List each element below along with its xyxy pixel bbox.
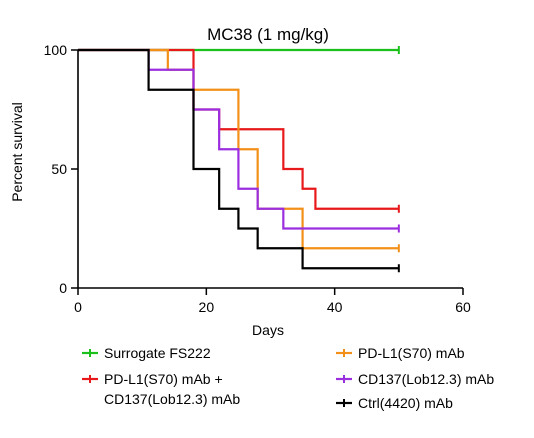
x-tick-label: 40 (327, 299, 343, 315)
axes-layer (77, 50, 463, 289)
legend: Surrogate FS222 PD-L1(S70) mAb PD-L1(S70) … (82, 345, 494, 411)
legend-label: CD137(Lob12.3) mAb (358, 371, 494, 387)
curves-layer (78, 46, 400, 273)
survival-curve-4 (78, 48, 399, 230)
x-axis-label: Days (252, 322, 284, 338)
x-tick-label: 60 (455, 299, 471, 315)
legend-label: PD-L1(S70) mAb + CD137(Lob12.3) mAb (104, 371, 240, 407)
y-tick-label: 100 (44, 42, 68, 58)
x-tick-label: 0 (74, 299, 82, 315)
legend-item: PD-L1(S70) mAb (336, 345, 465, 361)
legend-label: Surrogate FS222 (104, 345, 211, 361)
x-tick-label: 20 (199, 299, 215, 315)
survival-curve-5 (78, 48, 399, 270)
legend-label: Ctrl(4420) mAb (358, 395, 453, 411)
legend-item: Ctrl(4420) mAb (336, 395, 453, 411)
legend-item: PD-L1(S70) mAb + CD137(Lob12.3) mAb (82, 371, 240, 407)
y-axis-label: Percent survival (9, 102, 25, 202)
legend-item: CD137(Lob12.3) mAb (336, 371, 494, 387)
chart-title: MC38 (1 mg/kg) (207, 25, 329, 44)
y-tick-label: 0 (59, 280, 67, 296)
legend-label: PD-L1(S70) mAb (358, 345, 465, 361)
survival-curve-3 (78, 48, 399, 250)
legend-item: Surrogate FS222 (82, 345, 211, 361)
y-tick-label: 50 (51, 161, 67, 177)
ticks-layer: 0 50 100 0 20 40 60 (44, 42, 471, 315)
